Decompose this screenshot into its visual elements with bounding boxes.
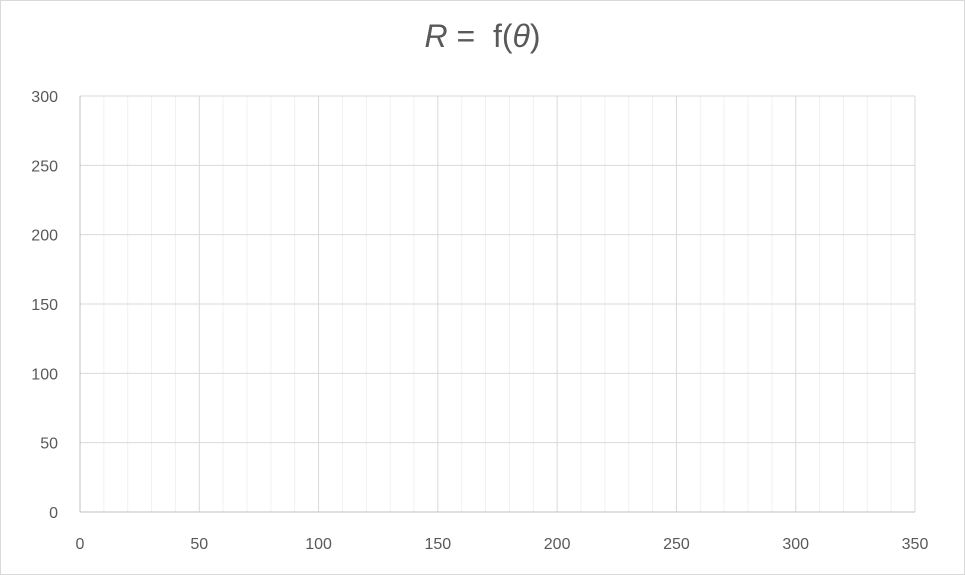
y-tick-label: 100: [31, 366, 58, 383]
x-tick-label: 350: [902, 536, 929, 553]
x-tick-label: 300: [782, 536, 809, 553]
title-close-paren: ): [529, 18, 541, 54]
title-variable-r: R: [424, 18, 448, 54]
title-theta: θ: [512, 18, 530, 54]
x-tick-label: 0: [76, 536, 85, 553]
y-tick-label: 150: [31, 297, 58, 314]
y-tick-label: 300: [31, 89, 58, 106]
x-tick-label: 50: [190, 536, 208, 553]
y-axis-tick-labels: 0 50 100 150 200 250 300: [31, 89, 58, 522]
x-tick-label: 150: [425, 536, 452, 553]
x-tick-label: 200: [544, 536, 571, 553]
x-tick-label: 100: [305, 536, 332, 553]
y-tick-label: 200: [31, 228, 58, 245]
axes: [79, 96, 915, 513]
y-tick-label: 50: [40, 436, 58, 453]
y-tick-label: 250: [31, 158, 58, 175]
x-axis-tick-labels: 0 50 100 150 200 250 300 350: [76, 536, 929, 553]
y-tick-label: 0: [49, 505, 58, 522]
chart-title: R = f(θ): [0, 18, 965, 55]
x-tick-label: 250: [663, 536, 690, 553]
title-equals-f: = f(: [447, 18, 513, 54]
major-gridlines: [80, 95, 916, 512]
